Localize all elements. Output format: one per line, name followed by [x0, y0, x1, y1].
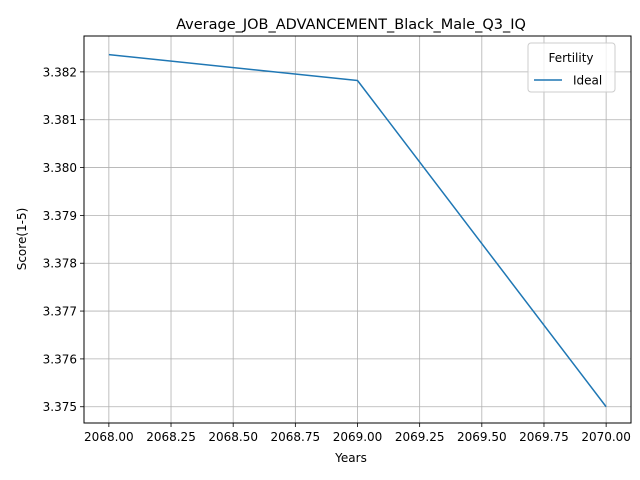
- x-tick-label: 2069.25: [395, 430, 445, 444]
- legend-label-ideal: Ideal: [573, 74, 602, 88]
- y-tick-label: 3.375: [43, 400, 77, 414]
- y-tick-label: 3.379: [43, 209, 77, 223]
- series-line-ideal: [108, 53, 607, 408]
- y-tick-label: 3.376: [43, 352, 77, 366]
- series-layer: [108, 53, 607, 408]
- x-tick-label: 2068.75: [271, 430, 321, 444]
- x-tick-label: 2069.00: [333, 430, 383, 444]
- legend-title: Fertility: [548, 51, 593, 65]
- y-tick-label: 3.377: [43, 305, 77, 319]
- x-tick-label: 2068.00: [84, 430, 134, 444]
- y-tick-label: 3.382: [43, 65, 77, 79]
- y-tick-label: 3.381: [43, 113, 77, 127]
- x-tick-label: 2069.50: [457, 430, 507, 444]
- y-tick-label: 3.378: [43, 257, 77, 271]
- chart-title: Average_JOB_ADVANCEMENT_Black_Male_Q3_IQ: [176, 17, 526, 33]
- x-axis-label: Years: [334, 451, 367, 465]
- legend: Fertility Ideal: [527, 42, 616, 93]
- x-tick-label: 2070.00: [581, 430, 631, 444]
- x-tick-label: 2068.50: [208, 430, 258, 444]
- y-axis-label: Score(1-5): [15, 208, 29, 271]
- x-tick-label: 2069.75: [519, 430, 569, 444]
- grid: [84, 36, 631, 423]
- ticks: 2068.00 2068.25 2068.50 2068.75 2069.00 2069.…: [43, 65, 631, 444]
- x-tick-label: 2068.25: [146, 430, 196, 444]
- y-tick-label: 3.380: [43, 161, 77, 175]
